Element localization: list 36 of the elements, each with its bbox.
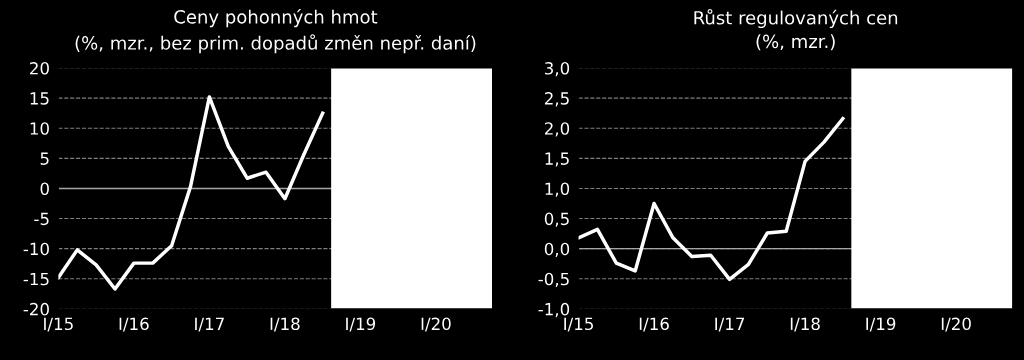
- x-tick-label: I/19: [866, 317, 896, 332]
- y-tick-label: 5: [40, 152, 49, 165]
- y-tick-label: 2,5: [544, 92, 569, 107]
- y-tick-label: 3,0: [544, 62, 570, 77]
- y-tick-label: 1,5: [545, 152, 569, 167]
- y-tick-label: 0,5: [544, 212, 569, 227]
- y-tick-label: -0,5: [538, 272, 569, 288]
- x-tick-label: I/16: [119, 317, 149, 332]
- x-tick-label: I/20: [421, 317, 451, 332]
- y-tick-label: -5: [34, 212, 49, 226]
- y-tick-label: 20: [30, 62, 49, 75]
- x-tick-label: I/15: [564, 317, 593, 332]
- y-tick-label: 0: [40, 182, 49, 196]
- chart-subtitle: (%, mzr., bez prim. dopadů změn nepř. daní): [75, 34, 476, 54]
- y-tick-label: -15: [23, 272, 49, 286]
- x-tick-label: I/17: [715, 317, 745, 332]
- chart-subtitle: (%, mzr.): [756, 34, 835, 51]
- x-tick-label: I/18: [790, 317, 820, 332]
- x-tick-label: I/15: [44, 317, 73, 332]
- y-tick-label: 2,0: [544, 122, 570, 137]
- y-tick-label: 0,0: [544, 242, 570, 257]
- y-tick-label: 15: [30, 92, 49, 105]
- line-series: [58, 95, 325, 291]
- x-tick-label: I/18: [270, 317, 300, 332]
- x-tick-label: I/19: [346, 317, 376, 332]
- y-tick-label: -1,0: [538, 302, 570, 318]
- chart-title: Růst regulovaných cen: [694, 9, 898, 29]
- y-tick-label: -20: [23, 302, 49, 316]
- chart-title: Ceny pohonných hmot: [174, 9, 378, 28]
- x-tick-label: I/17: [195, 317, 224, 332]
- x-tick-label: I/16: [639, 317, 669, 332]
- x-tick-label: I/20: [941, 317, 971, 332]
- y-tick-label: -10: [23, 242, 49, 256]
- line-series: [578, 116, 845, 282]
- y-tick-label: 1,0: [545, 182, 570, 197]
- y-tick-label: 10: [30, 122, 49, 135]
